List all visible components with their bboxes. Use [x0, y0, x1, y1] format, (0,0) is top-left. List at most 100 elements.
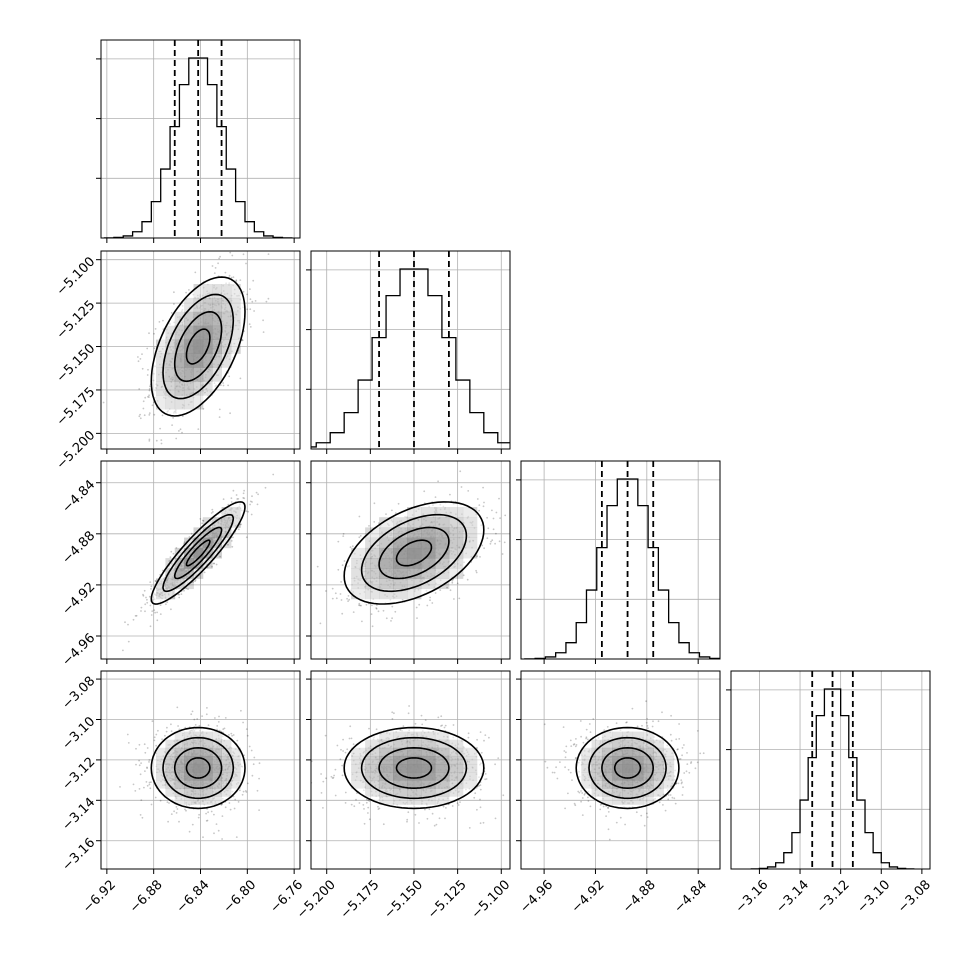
sample-point	[377, 610, 380, 613]
sample-point	[340, 581, 342, 583]
sample-point	[324, 734, 327, 737]
sample-point	[490, 540, 492, 543]
sample-point	[162, 319, 164, 322]
hist-panel-2	[516, 460, 721, 664]
sample-point	[498, 540, 501, 543]
sample-point	[391, 718, 394, 720]
sample-point	[148, 414, 151, 416]
sample-point	[178, 596, 181, 599]
sample-point	[156, 611, 159, 614]
sample-point	[245, 791, 248, 793]
sample-point	[154, 580, 157, 583]
sample-point	[224, 271, 227, 274]
sample-point	[139, 358, 142, 360]
density-body	[301, 470, 521, 628]
sample-point	[175, 437, 178, 440]
sample-point	[406, 818, 409, 821]
sample-point	[213, 272, 216, 274]
sample-point	[207, 811, 210, 814]
sample-point	[519, 513, 521, 515]
sample-point	[459, 470, 462, 473]
sample-point	[194, 580, 196, 583]
sample-point	[301, 578, 303, 580]
sample-point	[371, 604, 373, 607]
sample-point	[236, 498, 239, 500]
sample-point	[253, 310, 256, 312]
sample-point	[164, 734, 166, 737]
sample-point	[442, 805, 445, 808]
sample-point	[358, 802, 361, 804]
sample-point	[344, 751, 347, 754]
contour-line	[360, 513, 468, 593]
sample-point	[264, 486, 267, 489]
sample-point	[227, 384, 230, 387]
sample-point	[428, 808, 431, 811]
contour-line	[378, 526, 450, 580]
sample-point	[341, 612, 344, 615]
sample-point	[325, 590, 327, 592]
sample-point	[213, 813, 215, 816]
sample-point	[246, 782, 249, 785]
sample-point	[337, 540, 340, 543]
y-tick-label: −4.92	[60, 580, 99, 619]
sample-point	[142, 593, 144, 596]
sample-point	[492, 517, 495, 520]
sample-point	[415, 606, 418, 609]
sample-point	[243, 497, 246, 500]
sample-point	[145, 596, 147, 599]
sample-point	[307, 626, 309, 628]
sample-point	[390, 620, 392, 622]
sample-point	[232, 536, 234, 539]
sample-point	[236, 739, 239, 742]
y-tick-label: −4.96	[60, 631, 99, 670]
sample-point	[402, 725, 405, 727]
sample-point	[479, 556, 481, 558]
sample-point	[254, 300, 257, 302]
sample-point	[148, 332, 150, 335]
sample-point	[331, 587, 334, 590]
sample-point	[214, 267, 217, 269]
sample-point	[222, 384, 225, 387]
sample-point	[160, 439, 163, 441]
sample-point	[370, 613, 373, 615]
sample-point	[407, 712, 410, 715]
sample-point	[246, 293, 249, 296]
sample-point	[170, 608, 172, 611]
sample-point	[253, 756, 256, 759]
sample-point	[256, 503, 259, 506]
y-tick-label: −4.84	[60, 477, 99, 516]
sample-point	[222, 382, 225, 384]
sample-point	[144, 770, 146, 772]
sample-point	[140, 762, 143, 764]
sample-point	[138, 388, 141, 390]
sample-point	[127, 640, 130, 643]
sample-point	[212, 511, 214, 513]
sample-point	[233, 807, 236, 810]
sample-point	[149, 787, 152, 790]
sample-point	[211, 265, 214, 267]
sample-point	[373, 502, 376, 505]
sample-point	[132, 783, 135, 786]
sample-point	[262, 331, 265, 333]
sample-point	[207, 724, 210, 726]
sample-point	[358, 536, 361, 539]
sample-point	[267, 297, 270, 300]
sample-point	[239, 279, 242, 281]
histogram-steps	[524, 478, 720, 659]
sample-point	[486, 516, 488, 519]
sample-point	[190, 713, 193, 716]
sample-point	[406, 820, 408, 823]
sample-point	[426, 817, 429, 820]
y-tick-label: −5.150	[54, 341, 99, 386]
sample-point	[228, 802, 231, 804]
y-tick-label: −5.200	[54, 428, 99, 473]
sample-point	[206, 819, 209, 822]
sample-point	[479, 822, 482, 825]
sample-point	[421, 723, 424, 726]
sample-point	[352, 611, 355, 613]
sample-point	[478, 784, 480, 787]
sample-point	[173, 291, 175, 294]
sample-point	[153, 736, 156, 739]
sample-point	[141, 816, 144, 819]
sample-point	[228, 734, 230, 736]
